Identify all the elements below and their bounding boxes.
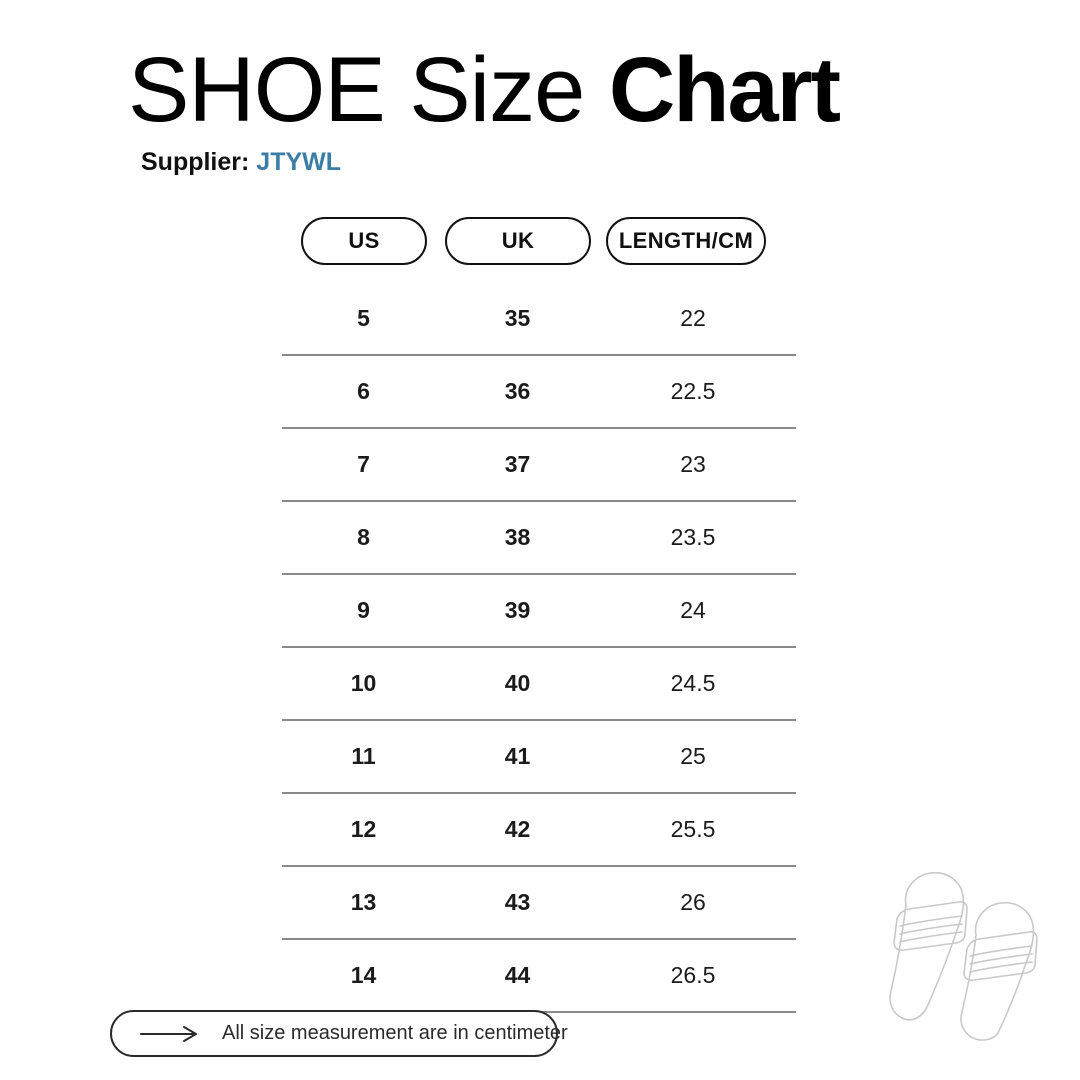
table-row: 13 43 26 (282, 867, 796, 940)
table-row: 6 36 22.5 (282, 356, 796, 429)
table-row: 9 39 24 (282, 575, 796, 648)
cell-uk: 44 (504, 962, 531, 988)
cell-uk: 37 (504, 451, 531, 477)
cell-length: 23.5 (670, 524, 716, 550)
cell-length: 22.5 (670, 378, 716, 404)
cell-us: 10 (350, 670, 377, 696)
cell-length: 22 (680, 305, 706, 331)
cell-us: 7 (357, 451, 370, 477)
measurement-note-text: All size measurement are in centimeter (222, 1022, 568, 1044)
cell-uk: 39 (504, 597, 531, 623)
cell-us: 6 (357, 378, 370, 404)
cell-us: 12 (350, 816, 377, 842)
title-word-chart: Chart (608, 39, 841, 141)
cell-length: 23 (680, 451, 706, 477)
supplier-line: Supplier: JTYWL (141, 148, 341, 177)
cell-us: 8 (357, 524, 370, 550)
cell-length: 25 (680, 743, 706, 769)
cell-us: 5 (357, 305, 370, 331)
cell-uk: 36 (504, 378, 531, 404)
supplier-label: Supplier: (141, 148, 257, 176)
title-word-shoe: SHOE (128, 39, 410, 141)
cell-length: 26.5 (670, 962, 716, 988)
supplier-name: JTYWL (256, 148, 342, 176)
table-row: 8 38 23.5 (282, 502, 796, 575)
cell-us: 9 (357, 597, 370, 623)
cell-length: 25.5 (670, 816, 716, 842)
cell-uk: 42 (504, 816, 531, 842)
table-row: 12 42 25.5 (282, 794, 796, 867)
table-header-row: US UK LENGTH/CM (282, 217, 796, 267)
size-table: 5 35 22 6 36 22.5 7 37 23 8 38 23.5 9 39… (282, 283, 796, 1013)
cell-us: 13 (350, 889, 377, 915)
column-header-length-cm: LENGTH/CM (606, 217, 766, 265)
page-title: SHOE Size Chart (128, 44, 841, 136)
cell-uk: 35 (504, 305, 531, 331)
cell-length: 24 (680, 597, 706, 623)
table-row: 11 41 25 (282, 721, 796, 794)
cell-length: 26 (680, 889, 706, 915)
cell-uk: 40 (504, 670, 531, 696)
cell-length: 24.5 (670, 670, 716, 696)
table-row: 5 35 22 (282, 283, 796, 356)
column-header-us: US (301, 217, 427, 265)
cell-uk: 43 (504, 889, 531, 915)
table-row: 10 40 24.5 (282, 648, 796, 721)
arrow-right-icon (140, 1025, 197, 1042)
cell-us: 14 (350, 962, 377, 988)
cell-uk: 38 (504, 524, 531, 550)
table-row: 7 37 23 (282, 429, 796, 502)
measurement-note: All size measurement are in centimeter (110, 1010, 568, 1057)
table-row: 14 44 26.5 (282, 940, 796, 1013)
slide-sandals-illustration (889, 871, 1038, 1041)
cell-uk: 41 (504, 743, 531, 769)
column-header-uk: UK (445, 217, 591, 265)
cell-us: 11 (351, 743, 376, 769)
title-word-size: Size (409, 39, 609, 141)
